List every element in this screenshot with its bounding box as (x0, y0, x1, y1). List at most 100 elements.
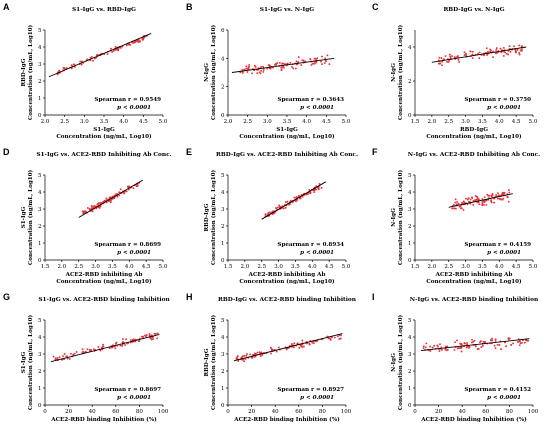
data-point (493, 201, 496, 204)
data-point (516, 48, 519, 51)
data-point (471, 53, 474, 56)
panel-e: E RBD-IgG vs. ACE2-RBD Inhibiting Ab Conc… (186, 147, 358, 285)
y-axis-label: RBD-IgG (204, 203, 210, 231)
data-point (452, 203, 455, 206)
panel-title: N-IgG vs. ACE2-RBD binding Inhibition (410, 297, 539, 303)
data-point (108, 200, 111, 203)
data-point (106, 53, 109, 55)
y-tick-label: 5 (408, 173, 412, 179)
regression-line (78, 179, 143, 218)
data-point (475, 198, 478, 201)
data-point (465, 346, 468, 349)
data-point (489, 48, 492, 51)
data-point (444, 345, 447, 348)
data-point (246, 71, 249, 73)
data-point (457, 202, 460, 205)
x-tick-label: 80 (506, 409, 513, 415)
data-point (482, 54, 485, 57)
data-point (311, 341, 314, 344)
data-point (119, 344, 122, 347)
x-tick-label: 4.5 (512, 119, 521, 125)
panel-label: G (3, 292, 10, 302)
y-tick-label: 0 (221, 113, 225, 119)
data-point (111, 51, 114, 53)
data-point (282, 207, 285, 210)
data-point (310, 63, 313, 66)
data-point (73, 352, 76, 355)
data-point (65, 355, 68, 358)
data-point (487, 194, 490, 197)
x-axis-label: ACE2-RBD binding Inhibition (%) (420, 416, 527, 423)
data-point (243, 68, 246, 71)
x-tick-label: 100 (341, 409, 352, 415)
data-point (514, 50, 517, 53)
y-tick-label: 2 (38, 369, 42, 375)
data-point (312, 342, 315, 345)
data-point (286, 62, 289, 65)
panel-label: I (372, 292, 375, 302)
data-point (300, 64, 303, 66)
y-tick-label: 1 (38, 96, 42, 102)
regression-line (48, 32, 152, 78)
data-point (453, 207, 456, 210)
data-point (460, 350, 463, 353)
y-tick-label: 5 (221, 173, 225, 179)
data-point (256, 351, 259, 354)
data-point (429, 349, 432, 352)
data-point (313, 191, 316, 194)
data-point (481, 344, 484, 347)
data-point (110, 196, 112, 199)
data-point (128, 43, 131, 46)
data-point (58, 69, 61, 72)
data-point (480, 346, 483, 349)
data-point (117, 49, 120, 52)
data-point (475, 345, 477, 348)
spearman-r: Spearman r = 0.4159 (464, 242, 531, 248)
x-tick-label: 4.0 (308, 264, 317, 270)
data-point (508, 45, 511, 48)
y-tick-label: 4 (38, 45, 42, 51)
data-point (289, 199, 292, 202)
panel-h: H RBD-IgG vs. ACE2-RBD binding Inhibition… (186, 292, 357, 423)
regression-line (231, 57, 335, 73)
y-axis-label: S1-IgG (21, 352, 27, 374)
data-point (438, 56, 441, 59)
data-point (314, 340, 317, 343)
data-point (491, 337, 494, 340)
data-point (99, 349, 102, 352)
data-point (498, 197, 501, 200)
data-point (70, 67, 73, 70)
data-point (436, 344, 439, 347)
x-tick-label: 60 (112, 409, 119, 415)
x-tick-label: 4.5 (142, 264, 151, 270)
data-point (457, 346, 460, 349)
x-tick-label: 2.5 (257, 264, 266, 270)
x-axis-label: Concentration (ng/mL, Log10) (239, 278, 335, 285)
x-tick-label: 0 (413, 409, 417, 415)
data-point (507, 53, 510, 56)
spearman-r: Spearman r = 0.3643 (277, 97, 344, 103)
data-point (316, 57, 319, 60)
data-point (314, 188, 317, 190)
data-point (93, 348, 95, 351)
data-point (464, 52, 467, 55)
data-point (520, 49, 523, 52)
y-tick-label: 1 (408, 241, 412, 247)
data-point (138, 40, 141, 43)
data-point (300, 345, 303, 348)
data-point (496, 197, 499, 200)
y-tick-label: 3 (38, 207, 42, 213)
data-point (281, 62, 284, 65)
data-point (485, 203, 488, 206)
data-point (68, 357, 71, 360)
data-point (476, 201, 479, 204)
data-point (262, 65, 264, 68)
data-point (309, 58, 312, 61)
y-tick-label: 2 (408, 224, 412, 230)
data-point (90, 205, 93, 207)
data-point (438, 350, 441, 352)
data-point (484, 341, 487, 343)
data-point (294, 67, 297, 70)
data-point (63, 352, 66, 355)
data-point (521, 45, 524, 48)
